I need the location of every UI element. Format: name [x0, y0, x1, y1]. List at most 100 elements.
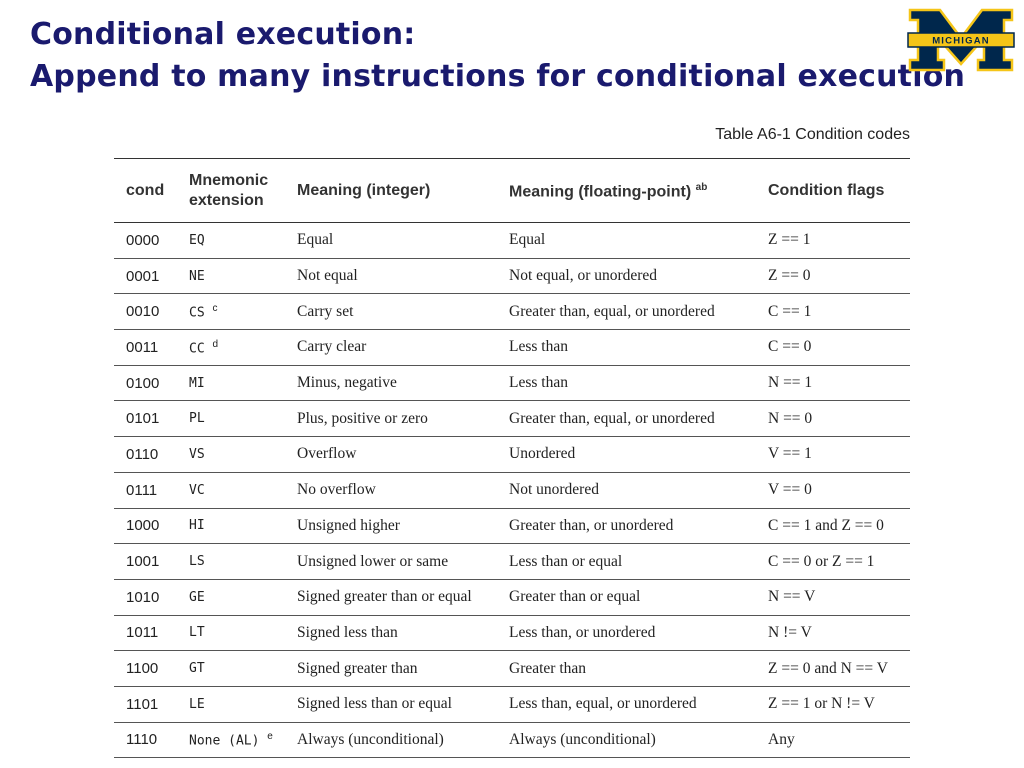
- cell-meaning-integer: Signed greater than or equal: [285, 579, 497, 616]
- mnemonic-text: CC: [189, 341, 205, 357]
- cell-cond: 0101: [114, 400, 177, 438]
- slide-title-line-2: Append to many instructions for conditio…: [30, 59, 966, 94]
- table-row: 1001 LS Unsigned lower or same Less than or…: [114, 543, 910, 580]
- mnemonic-text: LS: [189, 554, 205, 570]
- table-row: 0001 NE Not equal Not equal, or unordered Z …: [114, 258, 910, 295]
- table-row: 1101 LE Signed less than or equal Less than…: [114, 686, 910, 723]
- cell-meaning-floating-point: Greater than, or unordered: [497, 508, 756, 545]
- cell-meaning-integer: Always (unconditional): [285, 722, 497, 759]
- cell-condition-flags: C == 1 and Z == 0: [756, 508, 910, 545]
- header-meaning-floating-point: Meaning (floating-point) ab: [497, 158, 756, 223]
- cell-mnemonic: LS: [177, 543, 285, 580]
- mnemonic-footnote: e: [267, 731, 273, 743]
- cell-meaning-integer: Signed less than: [285, 615, 497, 652]
- cell-condition-flags: Z == 0 and N == V: [756, 650, 910, 687]
- table-row: 0011 CC d Carry clear Less than C == 0: [114, 329, 910, 366]
- cell-condition-flags: N == 0: [756, 400, 910, 438]
- cell-cond: 0011: [114, 329, 177, 366]
- cell-meaning-integer: Plus, positive or zero: [285, 400, 497, 438]
- cell-cond: 0110: [114, 436, 177, 473]
- cell-cond: 1011: [114, 615, 177, 652]
- cell-meaning-integer: Overflow: [285, 436, 497, 473]
- mnemonic-text: GT: [189, 661, 205, 677]
- cell-meaning-floating-point: Less than, equal, or unordered: [497, 686, 756, 723]
- cell-mnemonic: VC: [177, 472, 285, 509]
- cell-cond: 1010: [114, 579, 177, 616]
- table-row: 1010 GE Signed greater than or equal Greate…: [114, 579, 910, 616]
- slide-title: Conditional execution: Append to many in…: [30, 14, 966, 98]
- logo-wordmark: MICHIGAN: [932, 36, 990, 47]
- mnemonic-text: LE: [189, 696, 205, 712]
- cell-cond: 1110: [114, 722, 177, 759]
- cell-meaning-integer: No overflow: [285, 472, 497, 509]
- cell-condition-flags: Z == 1: [756, 222, 910, 259]
- cell-mnemonic: VS: [177, 436, 285, 473]
- cell-mnemonic: LT: [177, 615, 285, 652]
- table-caption: Table A6-1 Condition codes: [715, 126, 910, 143]
- table-row: 1011 LT Signed less than Less than, or unor…: [114, 615, 910, 652]
- table-row: 1100 GT Signed greater than Greater than Z =…: [114, 650, 910, 687]
- header-meaning-integer: Meaning (integer): [285, 158, 497, 223]
- cell-meaning-floating-point: Less than, or unordered: [497, 615, 756, 652]
- mnemonic-text: VS: [189, 446, 205, 462]
- cell-cond: 0100: [114, 365, 177, 402]
- cell-meaning-floating-point: Greater than, equal, or unordered: [497, 293, 756, 331]
- cell-mnemonic: GT: [177, 650, 285, 687]
- cell-meaning-floating-point: Less than: [497, 365, 756, 402]
- cell-cond: 0111: [114, 472, 177, 509]
- mnemonic-text: LT: [189, 625, 205, 641]
- cell-mnemonic: GE: [177, 579, 285, 616]
- header-mnemonic-line-2: extension: [189, 191, 264, 209]
- mnemonic-text: GE: [189, 589, 205, 605]
- header-meaning-fp-label: Meaning (floating-point): [509, 183, 692, 201]
- cell-mnemonic: None (AL) e: [177, 722, 285, 759]
- cell-meaning-integer: Carry set: [285, 293, 497, 331]
- table-row: 0111 VC No overflow Not unordered V == 0: [114, 472, 910, 509]
- condition-codes-table: cond Mnemonic extension Meaning (integer…: [114, 158, 910, 759]
- mnemonic-text: VC: [189, 482, 205, 498]
- cell-meaning-floating-point: Greater than: [497, 650, 756, 687]
- slide-title-line-1: Conditional execution:: [30, 17, 416, 52]
- header-mnemonic: Mnemonic extension: [177, 158, 285, 223]
- cell-meaning-integer: Unsigned higher: [285, 508, 497, 545]
- cell-cond: 0001: [114, 258, 177, 295]
- cell-meaning-floating-point: Equal: [497, 222, 756, 259]
- cell-condition-flags: C == 0 or Z == 1: [756, 543, 910, 580]
- mnemonic-text: HI: [189, 518, 205, 534]
- cell-condition-flags: N == V: [756, 579, 910, 616]
- cell-mnemonic: HI: [177, 508, 285, 545]
- cell-mnemonic: LE: [177, 686, 285, 723]
- table-row: 0010 CS c Carry set Greater than, equal, or…: [114, 293, 910, 331]
- mnemonic-text: NE: [189, 268, 205, 284]
- cell-meaning-integer: Carry clear: [285, 329, 497, 366]
- cell-mnemonic: PL: [177, 400, 285, 438]
- cell-condition-flags: V == 0: [756, 472, 910, 509]
- mnemonic-text: PL: [189, 411, 205, 427]
- cell-meaning-integer: Signed less than or equal: [285, 686, 497, 723]
- cell-meaning-integer: Not equal: [285, 258, 497, 295]
- header-condition-flags: Condition flags: [756, 158, 910, 223]
- cell-meaning-integer: Signed greater than: [285, 650, 497, 687]
- cell-cond: 1100: [114, 650, 177, 687]
- table-row: 0101 PL Plus, positive or zero Greater than…: [114, 400, 910, 438]
- cell-condition-flags: C == 0: [756, 329, 910, 366]
- cell-meaning-floating-point: Less than: [497, 329, 756, 366]
- cell-cond: 0010: [114, 293, 177, 331]
- cell-cond: 1101: [114, 686, 177, 723]
- cell-condition-flags: Z == 1 or N != V: [756, 686, 910, 723]
- header-meaning-fp-footnote: ab: [695, 182, 708, 194]
- cell-meaning-floating-point: Not unordered: [497, 472, 756, 509]
- cell-meaning-floating-point: Less than or equal: [497, 543, 756, 580]
- table-header-row: cond Mnemonic extension Meaning (integer…: [114, 158, 910, 223]
- cell-condition-flags: V == 1: [756, 436, 910, 473]
- cell-cond: 1000: [114, 508, 177, 545]
- cell-condition-flags: Any: [756, 722, 910, 759]
- cell-condition-flags: N != V: [756, 615, 910, 652]
- cell-meaning-floating-point: Greater than, equal, or unordered: [497, 400, 756, 438]
- cell-meaning-floating-point: Always (unconditional): [497, 722, 756, 759]
- cell-meaning-floating-point: Greater than or equal: [497, 579, 756, 616]
- mnemonic-footnote: d: [212, 338, 219, 350]
- cell-condition-flags: N == 1: [756, 365, 910, 402]
- mnemonic-text: None (AL): [189, 733, 260, 749]
- table-row: 1110 None (AL) e Always (unconditional) Alw…: [114, 722, 910, 759]
